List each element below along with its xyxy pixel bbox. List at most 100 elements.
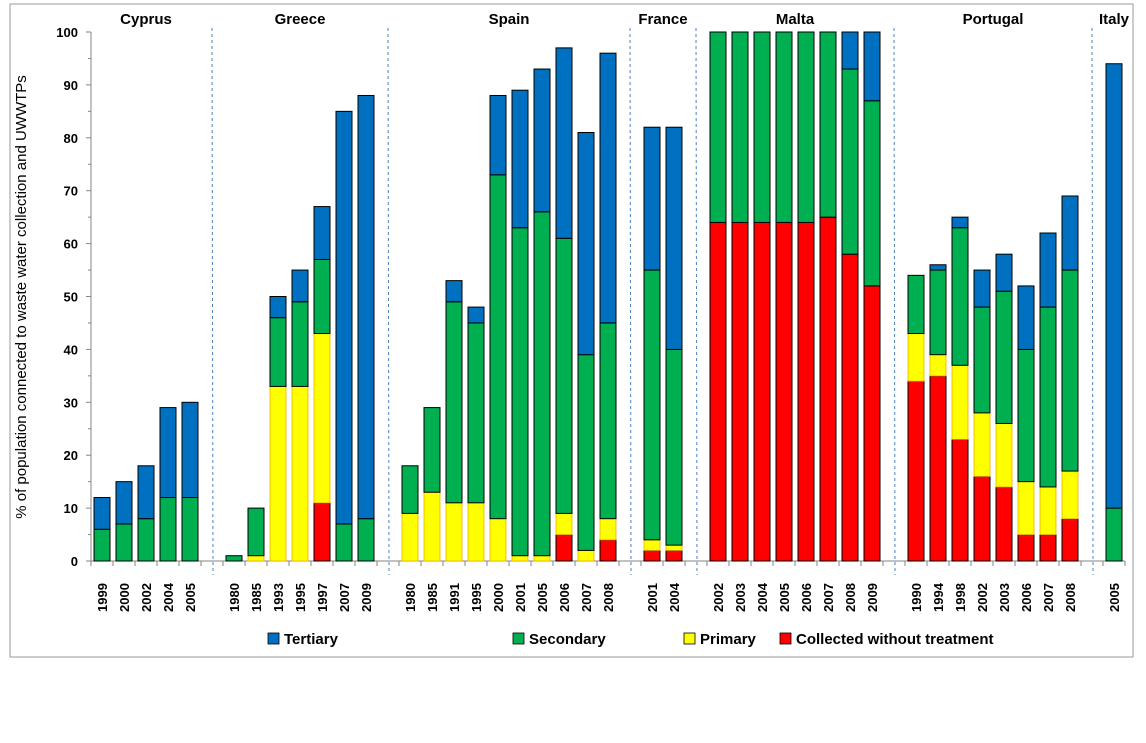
bar-segment-tertiary (599, 52, 617, 324)
x-tick-label: 1994 (931, 582, 946, 612)
bar-segment-untreated (973, 475, 991, 562)
bar-segment-primary (269, 386, 287, 562)
bar-segment-secondary (401, 465, 419, 514)
bar-segment-secondary (247, 507, 265, 557)
x-tick-label: 2003 (997, 583, 1012, 612)
bar-segment-tertiary (1061, 195, 1079, 271)
y-tick-label: 100 (56, 25, 78, 40)
bar-segment-tertiary (159, 407, 177, 499)
legend-label: Tertiary (284, 631, 339, 648)
bar-segment-untreated (907, 380, 925, 562)
bar-segment-tertiary (841, 31, 859, 70)
x-tick-label: 2007 (1041, 583, 1056, 612)
labels: 0 10 20 30 40 50 60 70 80 90 100 1999 2000 2002 2004 20… (56, 11, 1129, 612)
bar-segment-tertiary (467, 306, 485, 324)
bar-segment-tertiary (335, 110, 353, 525)
x-tick-label: 2006 (1019, 583, 1034, 612)
bar-segment-primary (489, 518, 507, 562)
bar-segment-tertiary (577, 132, 595, 356)
bar-segment-secondary (93, 528, 111, 562)
group-divider (629, 27, 632, 576)
bar-segment-tertiary (357, 94, 375, 520)
bar-segment-secondary (313, 258, 331, 335)
group-divider (695, 27, 698, 576)
bar-segment-primary (291, 386, 309, 562)
bar-segment-primary (643, 539, 661, 551)
group-divider (893, 27, 896, 576)
bar-segment-tertiary (489, 94, 507, 176)
legend-label: Primary (700, 631, 757, 648)
x-tick-label: 2002 (975, 583, 990, 612)
bar-segment-secondary (269, 317, 287, 387)
bar-segment-tertiary (555, 47, 573, 239)
x-tick-label: 1990 (909, 583, 924, 612)
x-tick-label: 2007 (337, 583, 352, 612)
bar-segment-secondary (555, 237, 573, 514)
bar-segment-tertiary (951, 216, 969, 229)
bar-segment-secondary (1105, 507, 1123, 562)
bar-segment-primary (951, 364, 969, 440)
y-tick-label: 90 (64, 78, 78, 93)
x-tick-label: 2001 (645, 583, 660, 612)
bar-segment-secondary (665, 348, 683, 546)
x-tick-label: 2008 (843, 583, 858, 612)
bar-segment-primary (313, 333, 331, 504)
bar-segment-primary (533, 555, 551, 562)
x-tick-label: 2005 (183, 583, 198, 612)
bar-segment-untreated (753, 221, 771, 562)
bar-segment-tertiary (533, 68, 551, 213)
y-tick-label: 20 (64, 448, 78, 463)
bar-segment-secondary (929, 269, 947, 356)
x-tick-label: 2001 (513, 583, 528, 612)
bar-segment-secondary (445, 301, 463, 504)
bar-segment-tertiary (181, 401, 199, 499)
bar-segment-tertiary (511, 89, 529, 229)
bar-segment-tertiary (1039, 232, 1057, 308)
bar-segment-untreated (1017, 534, 1035, 562)
bar-segment-tertiary (665, 126, 683, 350)
y-tick-label: 70 (64, 184, 78, 199)
x-tick-label: 2006 (557, 583, 572, 612)
bar-segment-primary (995, 423, 1013, 488)
x-tick-label: 1980 (403, 583, 418, 612)
bar-segment-untreated (951, 438, 969, 562)
bar-segment-primary (467, 502, 485, 562)
bar-segment-secondary (775, 31, 793, 223)
bar-segment-secondary (995, 290, 1013, 424)
legend-swatch (267, 632, 280, 645)
bar-segment-secondary (1061, 269, 1079, 472)
bar-segment-untreated (1039, 534, 1057, 562)
bar-segment-secondary (841, 68, 859, 255)
bar-segment-tertiary (115, 481, 133, 525)
bar-segment-untreated (555, 534, 573, 562)
x-tick-label: 2000 (491, 583, 506, 612)
x-tick-label: 2007 (821, 583, 836, 612)
country-label: Italy (1099, 11, 1130, 28)
x-tick-label: 2008 (601, 583, 616, 612)
bar-segment-tertiary (1105, 63, 1123, 509)
group-divider (211, 27, 214, 576)
bar-segment-tertiary (313, 206, 331, 260)
bar-segment-secondary (115, 523, 133, 562)
bar-segment-secondary (1039, 306, 1057, 488)
x-tick-label: 1991 (447, 583, 462, 612)
bar-segment-primary (665, 544, 683, 551)
x-tick-label: 2000 (117, 583, 132, 612)
x-tick-label: 2009 (865, 583, 880, 612)
country-label: Spain (489, 11, 530, 28)
x-tick-label: 1985 (425, 583, 440, 612)
bar-segment-secondary (335, 523, 353, 562)
x-tick-label: 2006 (799, 583, 814, 612)
x-tick-label: 2005 (1107, 583, 1122, 612)
bar-segment-secondary (291, 301, 309, 387)
bar-segment-tertiary (995, 253, 1013, 292)
y-tick-label: 40 (64, 342, 78, 357)
bar-segment-primary (401, 512, 419, 562)
bar-segment-secondary (181, 497, 199, 562)
legend-swatch (512, 632, 525, 645)
bar-segment-tertiary (863, 31, 881, 102)
x-tick-label: 2004 (755, 582, 770, 612)
bar-segment-untreated (731, 221, 749, 562)
bar-segment-secondary (225, 555, 243, 562)
